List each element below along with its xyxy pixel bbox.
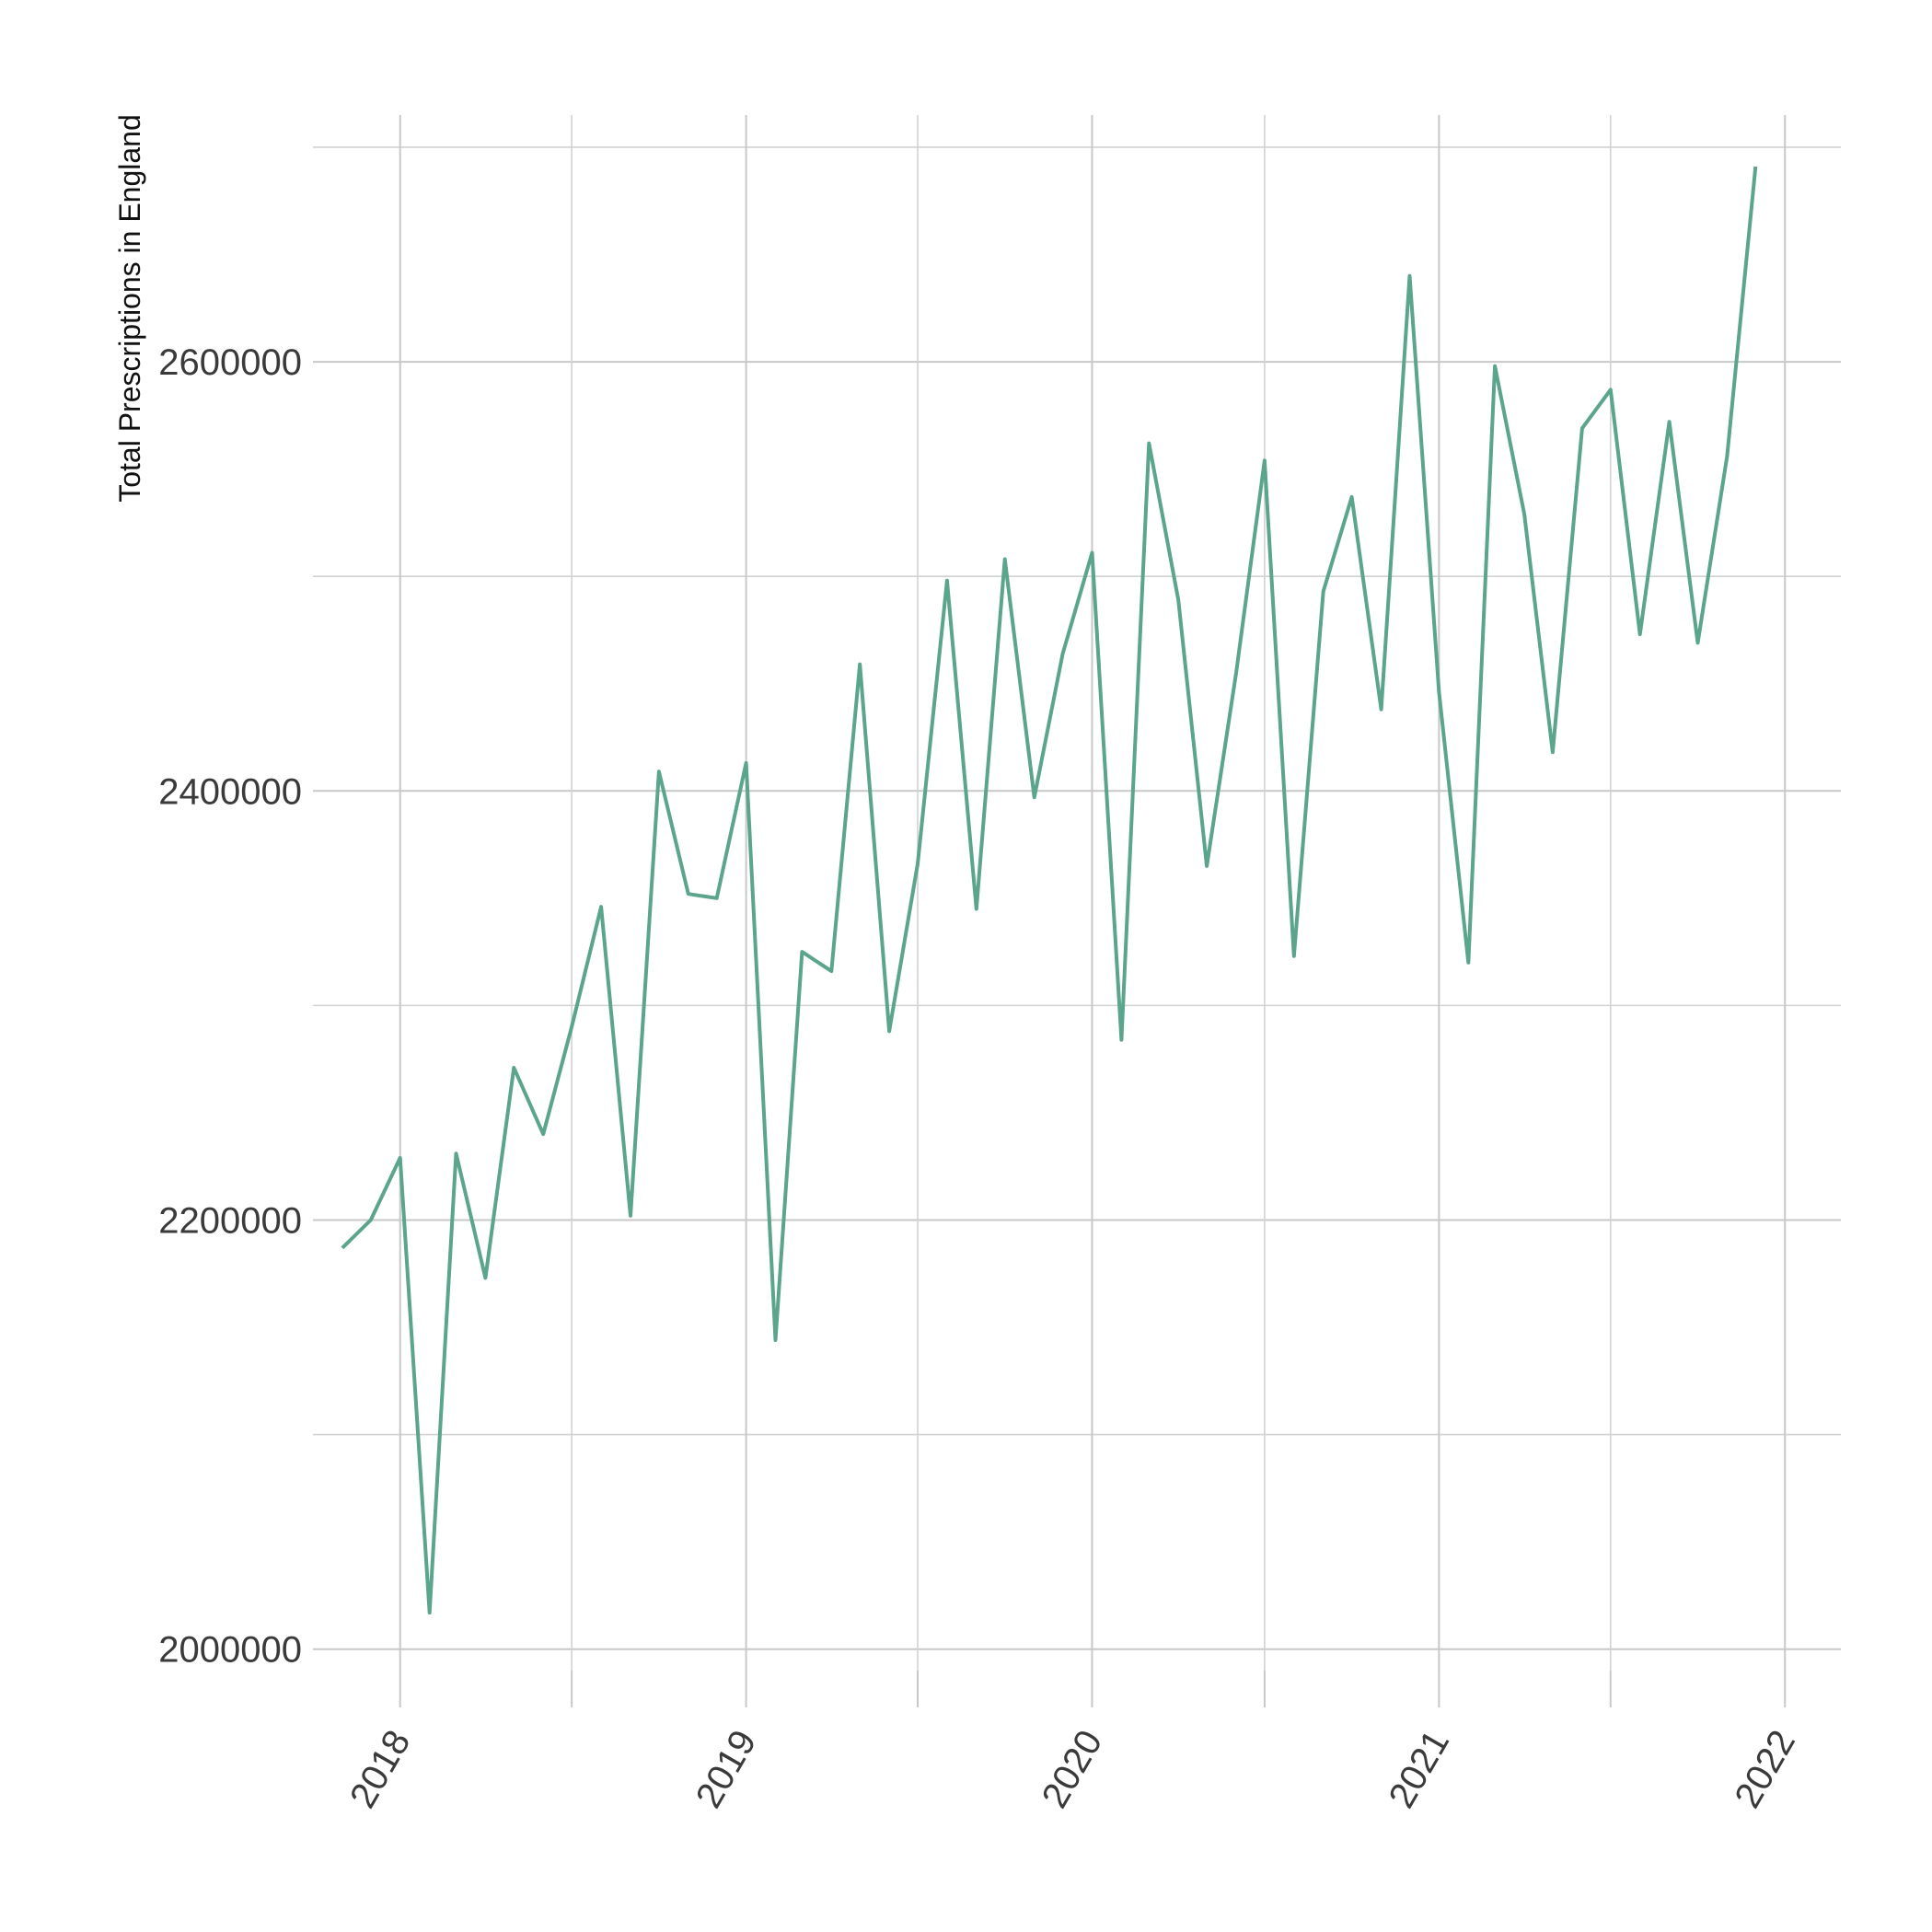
- y-tick-label: 2000000: [158, 1630, 302, 1671]
- axis-ticks: [399, 1671, 1787, 1707]
- y-tick-label: 2600000: [158, 342, 302, 383]
- x-tick-label: 2022: [1727, 1724, 1803, 1815]
- x-tick-label: 2020: [1035, 1724, 1111, 1815]
- y-tick-label: 2400000: [158, 771, 302, 812]
- x-tick-label: 2021: [1382, 1724, 1458, 1815]
- grid: [313, 115, 1841, 1671]
- y-axis-title: Total Prescriptions in England: [113, 114, 146, 503]
- x-tick-label: 2019: [688, 1724, 765, 1815]
- x-tick-labels: 2018 2019 2020 2021 2022: [342, 1724, 1803, 1815]
- x-tick-label: 2018: [342, 1724, 419, 1815]
- series-line: [341, 166, 1758, 1615]
- y-tick-labels: 2000000 2200000 2400000 2600000: [158, 342, 302, 1671]
- y-tick-label: 2200000: [158, 1200, 302, 1241]
